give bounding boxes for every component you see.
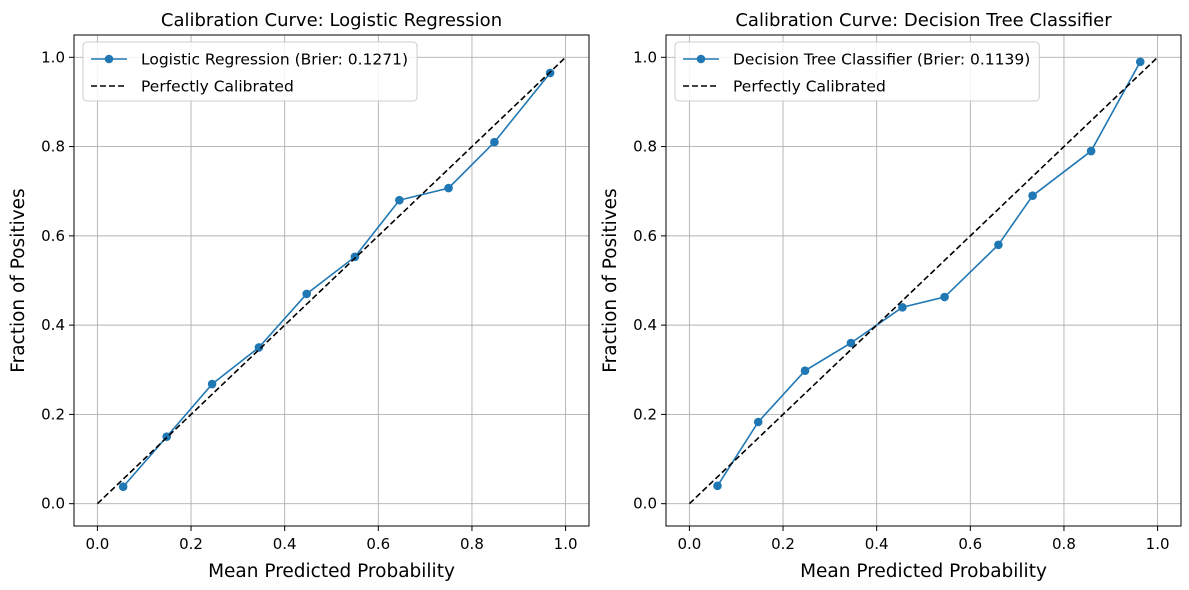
y-tick-label: 0.8 xyxy=(41,138,65,156)
legend: Logistic Regression (Brier: 0.1271) Perfe… xyxy=(82,41,418,102)
y-tick-label: 1.0 xyxy=(41,48,65,66)
x-axis-label: Mean Predicted Probability xyxy=(208,561,455,582)
data-point xyxy=(846,338,856,348)
x-tick-label: 0.8 xyxy=(460,535,484,553)
legend-item: Logistic Regression (Brier: 0.1271) xyxy=(91,51,408,69)
calibration-curve-line xyxy=(122,72,551,488)
data-point xyxy=(753,417,763,427)
y-axis-label: Fraction of Positives xyxy=(8,188,29,372)
x-tick-label: 0.2 xyxy=(179,535,203,553)
data-point xyxy=(254,343,264,352)
chart-panel-2: 0.0 0.2 0.4 0.6 0.8 1.0 0.0 0.2 0.4 0.6 0.8 1.0 Cali… xyxy=(600,10,1182,582)
x-tick-label: 0.2 xyxy=(771,535,795,553)
y-tick-label: 0.0 xyxy=(41,495,65,513)
data-point xyxy=(395,195,404,205)
x-tick-label: 0.0 xyxy=(85,535,109,553)
chart-panel-1: 0.0 0.2 0.4 0.6 0.8 1.0 0.0 0.2 0.4 0.6 0.8 1.0 Cali… xyxy=(8,10,590,582)
data-point xyxy=(350,252,360,262)
data-point xyxy=(490,137,499,147)
legend-marker xyxy=(696,54,706,64)
data-point xyxy=(1135,57,1145,67)
data-point xyxy=(118,482,128,492)
y-tick-label: 0.8 xyxy=(633,138,657,156)
legend-box xyxy=(82,41,418,102)
x-tick-label: 0.4 xyxy=(865,535,889,553)
data-point xyxy=(994,240,1003,250)
data-point xyxy=(302,289,311,299)
y-tick-label: 0.4 xyxy=(633,316,657,334)
data-point xyxy=(800,366,810,375)
legend-item: Decision Tree Classifier (Brier: 0.1139) xyxy=(683,51,1030,69)
grid-lines xyxy=(666,35,1181,526)
data-point xyxy=(1086,146,1096,156)
legend-label: Perfectly Calibrated xyxy=(141,78,294,96)
legend: Decision Tree Classifier (Brier: 0.1139)… xyxy=(674,41,1040,102)
y-tick-label: 0.6 xyxy=(41,227,65,245)
legend-item: Perfectly Calibrated xyxy=(91,78,294,96)
legend-box xyxy=(674,41,1040,102)
x-tick-label: 1.0 xyxy=(554,535,578,553)
y-tick-label: 0.4 xyxy=(41,316,65,334)
data-point xyxy=(1028,191,1037,200)
data-point xyxy=(444,183,453,193)
data-point xyxy=(713,481,722,491)
legend-label: Perfectly Calibrated xyxy=(733,78,886,96)
x-tick-label: 0.4 xyxy=(273,535,297,553)
x-tick-label: 0.6 xyxy=(366,535,390,553)
legend-label: Logistic Regression (Brier: 0.1271) xyxy=(141,51,408,69)
calibration-curve-line xyxy=(716,61,1141,487)
legend-item: Perfectly Calibrated xyxy=(683,78,886,96)
data-point xyxy=(898,302,907,312)
plot-frame xyxy=(73,34,590,527)
data-point xyxy=(207,379,217,389)
legend-marker xyxy=(104,54,114,64)
x-tick-label: 0.8 xyxy=(1052,535,1076,553)
y-tick-label: 0.2 xyxy=(41,405,65,423)
x-tick-label: 0.0 xyxy=(677,535,701,553)
y-tick-label: 0.2 xyxy=(633,405,657,423)
y-tick-label: 1.0 xyxy=(633,48,657,66)
x-tick-label: 0.6 xyxy=(958,535,982,553)
y-axis-label: Fraction of Positives xyxy=(600,188,621,372)
chart-title: Calibration Curve: Decision Tree Classif… xyxy=(735,10,1112,31)
perfect-calibration-line xyxy=(688,56,1159,505)
y-tick-label: 0.0 xyxy=(633,495,657,513)
x-tick-label: 1.0 xyxy=(1146,535,1170,553)
y-tick-label: 0.6 xyxy=(633,227,657,245)
plot-frame xyxy=(665,34,1182,527)
x-axis-label: Mean Predicted Probability xyxy=(800,561,1047,582)
legend-label: Decision Tree Classifier (Brier: 0.1139) xyxy=(733,51,1030,69)
data-point xyxy=(940,292,949,302)
chart-title: Calibration Curve: Logistic Regression xyxy=(161,10,502,31)
